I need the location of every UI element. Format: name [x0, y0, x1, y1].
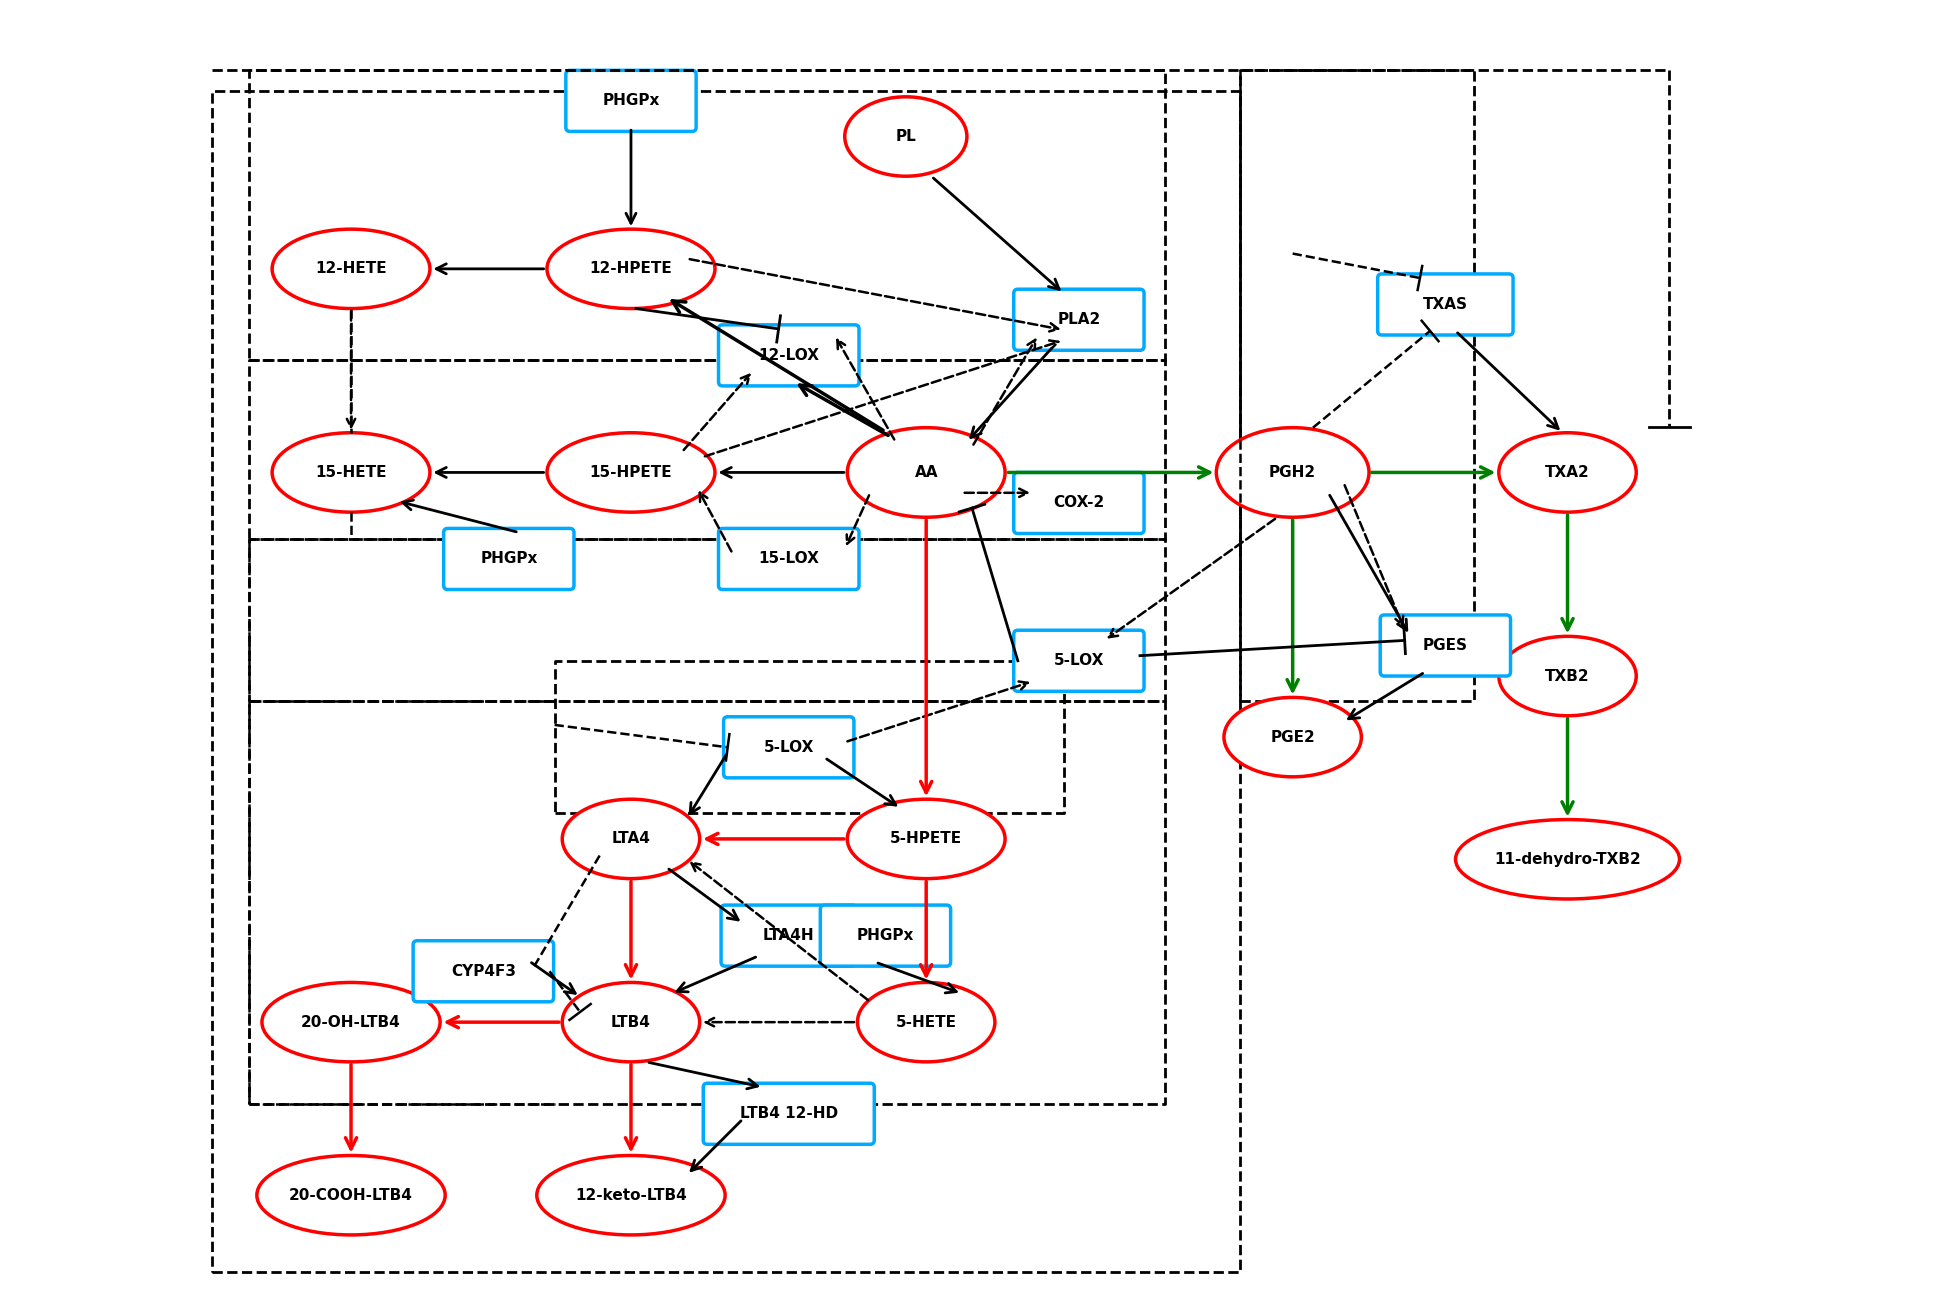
FancyBboxPatch shape	[1013, 473, 1143, 533]
Text: 12-HETE: 12-HETE	[315, 261, 387, 276]
FancyBboxPatch shape	[719, 325, 859, 386]
Text: 11-dehydro-TXB2: 11-dehydro-TXB2	[1495, 852, 1641, 866]
Ellipse shape	[272, 229, 430, 309]
Ellipse shape	[1217, 427, 1369, 518]
Ellipse shape	[1225, 697, 1361, 777]
Text: PGH2: PGH2	[1269, 465, 1316, 480]
Text: 12-HPETE: 12-HPETE	[589, 261, 673, 276]
Text: 5-LOX: 5-LOX	[764, 740, 815, 755]
Ellipse shape	[546, 229, 715, 309]
Text: PLA2: PLA2	[1058, 312, 1100, 327]
Ellipse shape	[562, 799, 700, 879]
Text: PGE2: PGE2	[1269, 729, 1314, 745]
FancyBboxPatch shape	[719, 528, 859, 590]
Ellipse shape	[562, 982, 700, 1062]
FancyBboxPatch shape	[1380, 615, 1510, 676]
Ellipse shape	[546, 432, 715, 513]
Text: PGES: PGES	[1423, 638, 1468, 653]
Text: COX-2: COX-2	[1054, 496, 1104, 510]
FancyBboxPatch shape	[566, 70, 696, 132]
FancyBboxPatch shape	[723, 717, 853, 778]
Text: 20-OH-LTB4: 20-OH-LTB4	[301, 1015, 400, 1030]
FancyBboxPatch shape	[820, 905, 951, 966]
Text: LTA4H: LTA4H	[762, 928, 815, 944]
Ellipse shape	[846, 97, 966, 176]
FancyBboxPatch shape	[1013, 289, 1143, 350]
Text: 5-HPETE: 5-HPETE	[890, 831, 962, 847]
Text: 20-COOH-LTB4: 20-COOH-LTB4	[290, 1188, 412, 1203]
Text: PHGPx: PHGPx	[857, 928, 914, 944]
Text: 5-LOX: 5-LOX	[1054, 653, 1104, 669]
Text: 15-HPETE: 15-HPETE	[589, 465, 673, 480]
Text: PHGPx: PHGPx	[480, 551, 537, 567]
FancyBboxPatch shape	[1013, 630, 1143, 691]
Ellipse shape	[848, 427, 1005, 518]
Text: 15-LOX: 15-LOX	[758, 551, 818, 567]
Text: PHGPx: PHGPx	[603, 93, 659, 108]
Text: TXA2: TXA2	[1545, 465, 1590, 480]
FancyBboxPatch shape	[443, 528, 573, 590]
Text: 5-HETE: 5-HETE	[896, 1015, 956, 1030]
Text: 12-LOX: 12-LOX	[758, 347, 818, 363]
FancyBboxPatch shape	[721, 905, 857, 966]
FancyBboxPatch shape	[1378, 274, 1512, 334]
Ellipse shape	[1499, 636, 1637, 715]
Text: LTB4 12-HD: LTB4 12-HD	[741, 1106, 838, 1122]
Ellipse shape	[257, 1155, 445, 1235]
Ellipse shape	[1499, 432, 1637, 513]
FancyBboxPatch shape	[704, 1083, 875, 1144]
Ellipse shape	[848, 799, 1005, 879]
Text: PL: PL	[896, 129, 916, 145]
Text: AA: AA	[914, 465, 937, 480]
Text: TXB2: TXB2	[1545, 669, 1590, 683]
Ellipse shape	[1456, 820, 1680, 899]
Text: LTA4: LTA4	[612, 831, 651, 847]
Ellipse shape	[262, 982, 439, 1062]
FancyBboxPatch shape	[414, 941, 554, 1002]
Text: CYP4F3: CYP4F3	[451, 964, 515, 979]
Text: TXAS: TXAS	[1423, 297, 1468, 312]
Text: LTB4: LTB4	[610, 1015, 651, 1030]
Text: 12-keto-LTB4: 12-keto-LTB4	[575, 1188, 686, 1203]
Text: 15-HETE: 15-HETE	[315, 465, 387, 480]
Ellipse shape	[272, 432, 430, 513]
Ellipse shape	[537, 1155, 725, 1235]
Ellipse shape	[857, 982, 995, 1062]
